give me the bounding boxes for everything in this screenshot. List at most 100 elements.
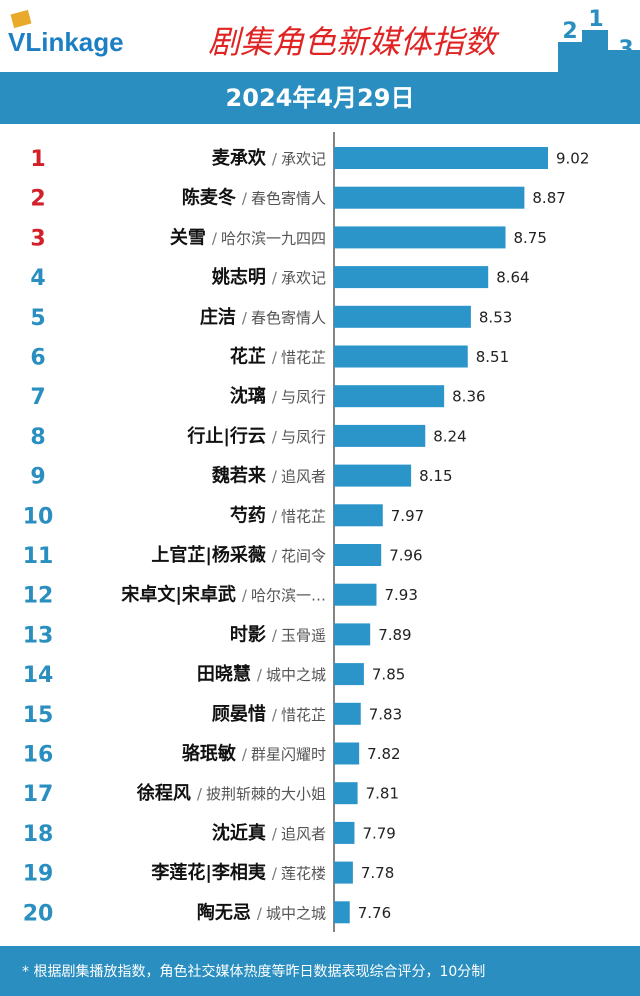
value-label: 8.53 bbox=[479, 308, 512, 326]
row-label: 行止|行云 / 与凤行 bbox=[186, 425, 326, 447]
row-label: 魏若来 / 追风者 bbox=[211, 465, 326, 487]
drama-name: 玉骨遥 bbox=[281, 626, 326, 644]
drama-name: 哈尔滨一九四四 bbox=[221, 229, 326, 247]
rank: 3 bbox=[30, 226, 45, 251]
row-label: 关雪 / 哈尔滨一九四四 bbox=[170, 226, 326, 248]
separator: / bbox=[272, 348, 278, 366]
drama-name: 惜花芷 bbox=[281, 507, 326, 525]
character-name: 庄洁 bbox=[200, 306, 236, 328]
character-name: 行止|行云 bbox=[186, 425, 266, 447]
podium-label: 1 bbox=[588, 7, 603, 32]
row-label: 宋卓文|宋卓武 / 哈尔滨一… bbox=[121, 584, 326, 606]
row-label: 陶无忌 / 城中之城 bbox=[197, 901, 326, 923]
bar bbox=[334, 663, 364, 686]
value-label: 8.75 bbox=[514, 229, 547, 247]
character-name: 沈璃 bbox=[230, 385, 266, 407]
row-label: 陈麦冬 / 春色寄情人 bbox=[182, 187, 326, 209]
bar bbox=[334, 782, 358, 805]
rank: 2 bbox=[30, 187, 45, 212]
character-name: 芍药 bbox=[230, 504, 266, 526]
podium-label: 3 bbox=[618, 37, 633, 62]
character-name: 魏若来 bbox=[211, 465, 267, 487]
character-name: 李莲花|李相夷 bbox=[150, 862, 267, 884]
separator: / bbox=[272, 150, 278, 168]
character-name: 陈麦冬 bbox=[182, 187, 236, 209]
value-label: 7.79 bbox=[362, 824, 395, 842]
character-name: 上官芷|杨采薇 bbox=[151, 544, 266, 566]
separator: / bbox=[272, 269, 278, 287]
row-label: 骆珉敏 / 群星闪耀时 bbox=[182, 743, 326, 765]
value-label: 8.87 bbox=[532, 189, 565, 207]
bar bbox=[334, 424, 426, 447]
separator: / bbox=[272, 388, 278, 406]
separator: / bbox=[272, 547, 278, 565]
rank: 4 bbox=[30, 266, 45, 291]
bar bbox=[334, 742, 360, 765]
bar bbox=[334, 226, 506, 249]
drama-name: 追风者 bbox=[281, 824, 326, 842]
value-label: 7.96 bbox=[389, 547, 422, 565]
drama-name: 与凤行 bbox=[281, 388, 326, 406]
separator: / bbox=[272, 864, 278, 882]
character-name: 花芷 bbox=[230, 346, 266, 368]
rank: 8 bbox=[30, 425, 45, 450]
value-label: 7.82 bbox=[367, 745, 400, 763]
bar bbox=[334, 147, 548, 169]
drama-name: 承欢记 bbox=[281, 269, 326, 287]
podium bbox=[558, 42, 582, 72]
bar bbox=[334, 186, 525, 209]
rank: 15 bbox=[23, 703, 54, 728]
separator: / bbox=[272, 427, 278, 445]
podium bbox=[608, 50, 640, 72]
value-label: 8.64 bbox=[496, 269, 529, 287]
rank: 12 bbox=[23, 584, 54, 609]
separator: / bbox=[212, 229, 218, 247]
row-label: 芍药 / 惜花芷 bbox=[230, 504, 326, 526]
separator: / bbox=[197, 785, 203, 803]
character-name: 陶无忌 bbox=[197, 901, 251, 923]
bar bbox=[334, 861, 353, 884]
chart-title: 剧集角色新媒体指数 bbox=[208, 23, 500, 61]
value-label: 9.02 bbox=[556, 150, 589, 168]
separator: / bbox=[242, 308, 248, 326]
bar bbox=[334, 504, 383, 527]
row-label: 李莲花|李相夷 / 莲花楼 bbox=[150, 862, 326, 884]
separator: / bbox=[272, 467, 278, 485]
bar bbox=[334, 623, 371, 646]
separator: / bbox=[242, 189, 248, 207]
bar bbox=[334, 702, 361, 725]
rank: 1 bbox=[30, 147, 45, 172]
value-label: 7.83 bbox=[369, 705, 402, 723]
drama-name: 承欢记 bbox=[281, 150, 326, 168]
rank: 5 bbox=[30, 306, 45, 331]
drama-name: 惜花芷 bbox=[281, 348, 326, 366]
row-label: 田晓慧 / 城中之城 bbox=[197, 663, 326, 685]
character-name: 关雪 bbox=[170, 226, 206, 248]
drama-name: 惜花芷 bbox=[281, 705, 326, 723]
character-name: 时影 bbox=[230, 624, 266, 645]
character-name: 田晓慧 bbox=[197, 663, 251, 685]
subtitle: 2024年4月29日 bbox=[226, 84, 415, 112]
value-label: 7.93 bbox=[384, 586, 417, 604]
bar bbox=[334, 901, 350, 924]
drama-name: 春色寄情人 bbox=[251, 189, 326, 207]
bar bbox=[334, 305, 471, 328]
separator: / bbox=[257, 904, 263, 922]
separator: / bbox=[272, 705, 278, 723]
character-name: 徐程风 bbox=[136, 782, 191, 804]
separator: / bbox=[272, 507, 278, 525]
bar bbox=[334, 385, 445, 408]
character-name: 姚志明 bbox=[211, 266, 266, 288]
logo-icon bbox=[10, 9, 32, 29]
subtitle-band bbox=[0, 72, 640, 124]
separator: / bbox=[272, 626, 278, 644]
row-label: 沈近真 / 追风者 bbox=[212, 822, 326, 844]
drama-name: 春色寄情人 bbox=[251, 308, 326, 326]
footer-band bbox=[0, 946, 640, 996]
row-label: 顾晏惜 / 惜花芷 bbox=[212, 703, 326, 725]
drama-name: 城中之城 bbox=[266, 666, 326, 684]
rank: 9 bbox=[30, 465, 45, 490]
value-label: 7.85 bbox=[372, 666, 405, 684]
rank: 20 bbox=[23, 901, 54, 926]
